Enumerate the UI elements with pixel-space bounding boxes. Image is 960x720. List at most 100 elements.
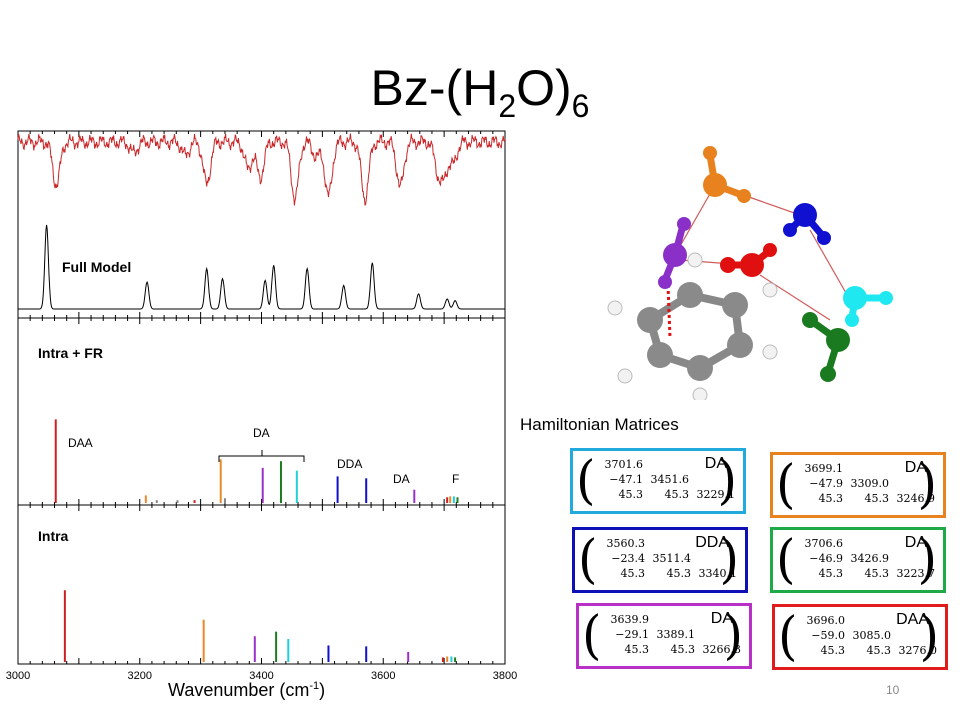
water-blue	[783, 203, 831, 245]
matrix-cell: 45.3	[618, 488, 644, 501]
matrix-row: 45.3 45.3 3229.1	[597, 487, 736, 502]
matrix-grid: 3699.1 −47.9 3309.0 45.3 45.3 3246.9	[797, 461, 936, 506]
matrix-cell: 45.3	[620, 567, 646, 580]
matrix-row: 45.3 45.3 3223.7	[797, 566, 936, 581]
matrix-label: DA	[704, 455, 727, 472]
matrix-row: 3706.6	[797, 536, 935, 551]
band-annotation: DAA	[68, 436, 93, 450]
x-axis-title-sup: -1	[309, 680, 320, 692]
x-tick-label: 3800	[493, 670, 517, 682]
page-number: 10	[886, 683, 900, 697]
matrix-row: 3701.6	[597, 457, 735, 472]
matrix-right-paren: )	[917, 528, 937, 590]
matrix-row: 45.3 45.3 3340.1	[599, 566, 738, 581]
molecule-structure	[607, 146, 893, 400]
matrix-right-paren: )	[723, 604, 743, 666]
water-green	[802, 312, 850, 382]
matrix-cell: 45.3	[624, 643, 650, 656]
matrix-cell: 3389.1	[656, 628, 696, 641]
matrix-row: 3560.3	[599, 536, 737, 551]
matrix-cell	[643, 457, 689, 472]
matrix-left-paren: (	[778, 605, 798, 667]
matrix-cell	[843, 461, 889, 476]
matrix-grid: 3696.0 −59.0 3085.0 45.3 45.3 3276.0	[799, 613, 938, 658]
hamiltonian-matrix: () 3699.1 −47.9 3309.0 45.3 45.3 3246.9 DA	[770, 452, 946, 518]
hamiltonian-title: Hamiltonian Matrices	[520, 415, 679, 434]
matrix-cell	[691, 551, 737, 566]
matrix-row: −23.4 3511.4	[599, 551, 737, 566]
matrix-cell: 3706.6	[804, 537, 844, 550]
matrix-cell: −59.0	[811, 629, 845, 642]
matrix-left-paren: (	[776, 453, 796, 515]
matrix-cell: 3246.9	[896, 492, 936, 505]
matrix-row: 3699.1	[797, 461, 935, 476]
water-cyan	[843, 286, 893, 327]
matrix-grid: 3639.9 −29.1 3389.1 45.3 45.3 3266.3	[603, 612, 742, 657]
spectra-chart: 3000 3200 3400 3600 3800 Full Model Intra + FR…	[6, 130, 517, 682]
band-annotation: F	[452, 472, 459, 486]
water-orange	[703, 146, 751, 203]
matrix-cell: 45.3	[664, 488, 690, 501]
panel-title: Intra + FR	[38, 345, 103, 361]
x-axis-title-end: )	[319, 680, 326, 700]
matrix-cell	[695, 627, 741, 642]
hamiltonian-matrix: () 3560.3 −23.4 3511.4 45.3 45.3 3340.1 DDA	[572, 527, 748, 593]
benzene-ring	[607, 252, 778, 400]
matrix-label: DA	[710, 610, 733, 627]
matrix-cell	[891, 628, 937, 643]
hamiltonian-matrix: () 3639.9 −29.1 3389.1 45.3 45.3 3266.3 DA	[576, 603, 752, 669]
matrix-cell: 3696.0	[806, 614, 846, 627]
matrix-cell: −47.1	[609, 473, 643, 486]
matrix-cell	[889, 551, 935, 566]
matrix-cell: 45.3	[864, 492, 890, 505]
matrix-cell: 45.3	[820, 644, 846, 657]
matrix-cell	[649, 612, 695, 627]
plot-frame	[17, 130, 506, 665]
matrix-cell: 3560.3	[606, 537, 646, 550]
matrix-left-paren: (	[582, 604, 602, 666]
matrix-right-paren: )	[917, 453, 937, 515]
matrix-left-paren: (	[576, 449, 596, 511]
matrix-row: −47.1 3451.6	[597, 472, 735, 487]
hamiltonian-matrix: () 3706.6 −46.9 3426.9 45.3 45.3 3223.7 DA	[770, 527, 946, 593]
matrix-row: 45.3 45.3 3266.3	[603, 642, 742, 657]
matrix-grid: 3706.6 −46.9 3426.9 45.3 45.3 3223.7	[797, 536, 936, 581]
matrix-left-paren: (	[776, 528, 796, 590]
title-subscript-2: 6	[571, 88, 590, 124]
matrix-row: −47.9 3309.0	[797, 476, 935, 491]
matrix-cell: 3451.6	[650, 473, 690, 486]
matrix-cell: 3223.7	[896, 567, 936, 580]
matrix-label: DDA	[695, 534, 729, 551]
matrix-left-paren: (	[578, 528, 598, 590]
matrix-cell: 45.3	[864, 567, 890, 580]
band-annotation: DDA	[337, 457, 362, 471]
matrix-cell: −47.9	[809, 477, 843, 490]
matrix-grid: 3701.6 −47.1 3451.6 45.3 45.3 3229.1	[597, 457, 736, 502]
matrix-cell	[889, 476, 935, 491]
matrix-cell: 3511.4	[652, 552, 692, 565]
matrix-row: −46.9 3426.9	[797, 551, 935, 566]
matrix-label: DAA	[896, 611, 929, 628]
matrix-row: 3639.9	[603, 612, 741, 627]
matrix-cell: 3085.0	[852, 629, 892, 642]
matrix-cell: −23.4	[611, 552, 645, 565]
band-annotation: DA	[253, 426, 270, 440]
theory-spectrum-line	[18, 224, 505, 310]
slide-title: Bz-(H2O)6	[0, 58, 960, 122]
matrix-cell: 3266.3	[702, 643, 742, 656]
matrix-cell: 3229.1	[696, 488, 736, 501]
matrix-cell: −29.1	[615, 628, 649, 641]
x-axis-title: Wavenumber (cm-1)	[168, 680, 325, 701]
matrix-right-paren: )	[719, 528, 739, 590]
title-text: Bz-(H	[370, 60, 499, 116]
matrix-cell: 45.3	[818, 567, 844, 580]
matrix-cell: 3426.9	[850, 552, 890, 565]
matrix-cell: −46.9	[809, 552, 843, 565]
matrix-cell: 45.3	[670, 643, 696, 656]
matrix-cell: 3701.6	[604, 458, 644, 471]
da-bracket	[218, 450, 305, 462]
panel-title: Intra	[38, 528, 69, 544]
x-axis-title-text: Wavenumber (cm	[168, 680, 310, 700]
matrix-cell	[645, 536, 691, 551]
hamiltonian-matrix: () 3696.0 −59.0 3085.0 45.3 45.3 3276.0 DAA	[772, 604, 948, 670]
